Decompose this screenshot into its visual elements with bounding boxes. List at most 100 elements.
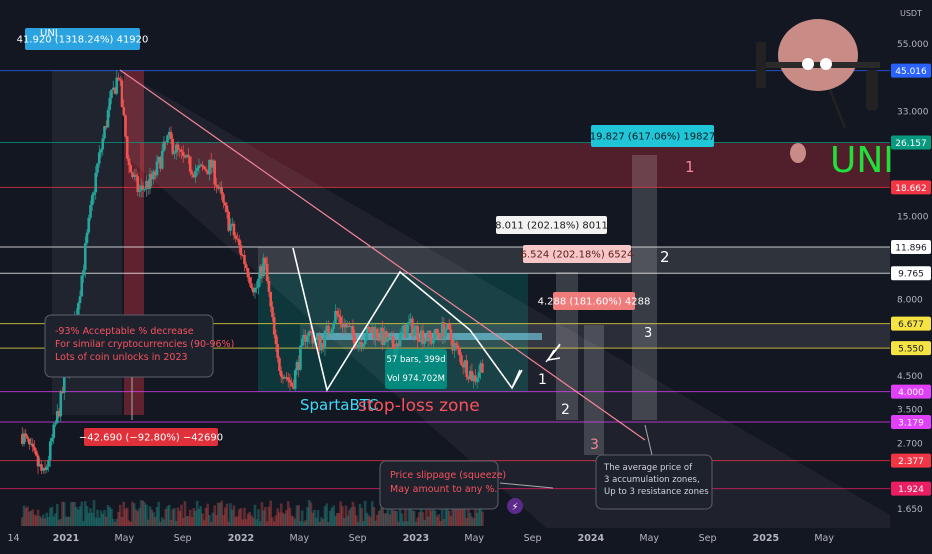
volume-bar (29, 510, 33, 526)
volume-bar (113, 521, 117, 526)
volume-bar (97, 517, 101, 526)
volume-bar (362, 521, 365, 526)
volume-bar (351, 501, 355, 526)
volume-bar (395, 511, 398, 526)
volume-bar (40, 517, 43, 526)
candle-body (143, 189, 147, 191)
candle-body (106, 109, 110, 128)
volume-bar (409, 508, 412, 526)
zone-number: 3 (590, 437, 599, 453)
candle-body (432, 339, 435, 344)
candle-body (31, 443, 35, 448)
volume-bar (239, 508, 243, 526)
candle-body (293, 370, 297, 389)
volume-bar (26, 506, 29, 526)
x-tick-label: Sep (699, 533, 717, 544)
volume-bar (117, 511, 120, 526)
candle-body (397, 343, 400, 347)
volume-bar (36, 509, 40, 526)
candle-body (115, 77, 119, 94)
volume-bar (334, 515, 337, 526)
volume-bar (173, 508, 176, 526)
candle-body (83, 243, 87, 270)
candle-body (120, 80, 124, 108)
candle-body (398, 332, 402, 347)
candle-body (82, 269, 85, 276)
candle-body (341, 322, 344, 328)
candle-body (302, 334, 306, 339)
price-level-label: 5.550 (898, 345, 924, 355)
candle-body (437, 333, 440, 335)
candle-body (22, 433, 26, 444)
candle-body (20, 434, 24, 444)
volume-bar (192, 508, 196, 526)
candle-body (215, 184, 218, 187)
candle-body (117, 77, 120, 80)
volume-bar (433, 510, 437, 526)
candle-body (190, 171, 194, 175)
volume-bar (330, 507, 334, 526)
price-level-tag (891, 135, 931, 150)
x-tick-label: Sep (524, 533, 542, 544)
volume-bar (379, 508, 383, 526)
candle-body (446, 323, 449, 330)
candle-body (113, 87, 117, 94)
zone-number: 1 (538, 372, 547, 388)
volume-bar (460, 503, 463, 526)
volume-bar (59, 518, 63, 526)
candle-body (94, 172, 98, 193)
volume-bar (332, 505, 335, 526)
volume-bar (356, 521, 360, 526)
price-level-label: 18.662 (895, 184, 927, 194)
x-tick-label: 2025 (753, 533, 779, 544)
volume-bar (211, 512, 215, 526)
volume-bar (166, 506, 169, 526)
candle-body (181, 152, 185, 156)
candle-body (26, 436, 29, 439)
candle-body (351, 326, 355, 336)
candle-body (374, 328, 377, 339)
candle-body (225, 205, 229, 212)
candle-body (155, 161, 159, 176)
candle-body (283, 376, 286, 379)
target-bar-1 (632, 155, 657, 420)
volume-bar (269, 500, 273, 526)
volume-bar (237, 509, 241, 526)
candle-body (159, 156, 162, 169)
x-tick-label: May (114, 533, 134, 544)
volume-bar (47, 516, 50, 526)
volume-bar (386, 504, 390, 526)
price-level-label: 45.016 (895, 67, 927, 77)
volume-bar (397, 521, 400, 526)
volume-bar (449, 516, 453, 526)
volume-bar (407, 503, 411, 526)
candle-body (372, 326, 376, 339)
y-tick-label: 33.000 (897, 108, 929, 118)
candle-body (122, 107, 126, 116)
volume-bar (358, 503, 362, 526)
candle-body (178, 149, 182, 151)
candle-body (50, 438, 54, 442)
volume-bar (446, 503, 449, 526)
candle-body (477, 372, 481, 378)
candle-body (34, 450, 38, 456)
candle-body (327, 325, 330, 334)
volume-bar (64, 516, 68, 526)
volume-bar (183, 501, 187, 526)
candle-body (260, 266, 264, 276)
candle-body (125, 136, 129, 159)
volume-bar (411, 510, 414, 526)
candle-body (43, 467, 47, 470)
candle-body (267, 281, 271, 292)
candle-body (311, 333, 314, 344)
candle-body (269, 291, 273, 307)
candle-body (211, 160, 215, 168)
candle-body (300, 338, 304, 346)
symbol-label: UNI (40, 28, 58, 39)
volume-bar (474, 500, 477, 526)
candle-body (356, 344, 360, 349)
candle-body (465, 360, 468, 378)
volume-bar (426, 516, 430, 526)
